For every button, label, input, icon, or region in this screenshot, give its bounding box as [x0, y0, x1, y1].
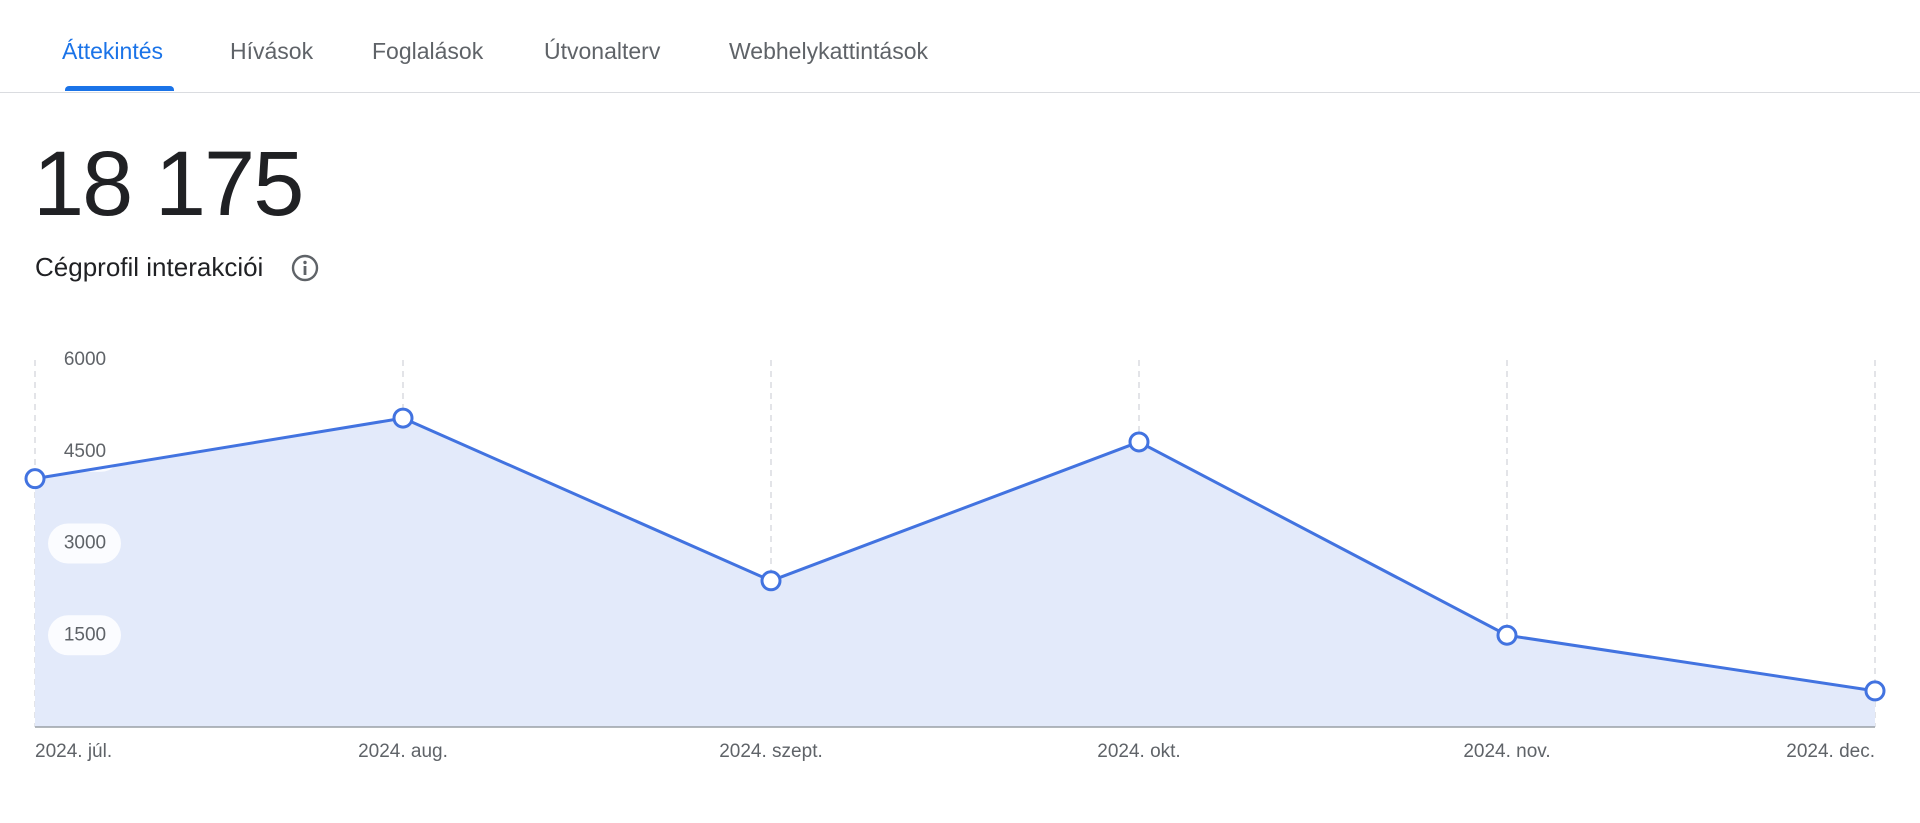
y-tick-pill — [48, 431, 121, 472]
data-point — [760, 570, 782, 592]
data-point — [1496, 624, 1518, 646]
y-tick-pill — [48, 523, 121, 564]
x-tick-label: 2024. szept. — [719, 741, 823, 762]
y-tick-label: 4500 — [64, 441, 106, 462]
metric-label: Cégprofil interakciói — [35, 252, 264, 282]
x-tick-label: 2024. nov. — [1463, 741, 1550, 762]
tab[interactable]: Útvonalterv — [544, 38, 661, 64]
x-tick-label: 2024. júl. — [35, 741, 112, 762]
area — [35, 418, 1875, 727]
tab[interactable]: Foglalások — [372, 38, 484, 64]
data-point — [392, 407, 414, 429]
tab-bar: Áttekintés Hívások Foglalások Útvonalter… — [0, 0, 1920, 93]
info-icon[interactable] — [290, 253, 320, 283]
x-tick-label: 2024. dec. — [1786, 741, 1875, 762]
total-value: 18 175 — [33, 133, 304, 235]
y-tick-label: 1500 — [64, 624, 106, 645]
x-tick-label: 2024. okt. — [1097, 741, 1180, 762]
data-point — [24, 468, 46, 490]
y-tick-label: 3000 — [64, 533, 106, 554]
data-point — [1128, 431, 1150, 453]
y-tick-pill — [48, 615, 121, 656]
line — [34, 416, 1876, 693]
tab[interactable]: Webhelykattintások — [729, 38, 929, 64]
data-point — [1864, 680, 1886, 702]
y-tick-pill — [48, 340, 121, 380]
tab[interactable]: Hívások — [230, 38, 314, 64]
x-tick-label: 2024. aug. — [358, 741, 448, 762]
active-tab-indicator — [65, 86, 174, 91]
y-tick-label: 6000 — [64, 349, 106, 370]
tab[interactable]: Áttekintés — [62, 38, 163, 64]
